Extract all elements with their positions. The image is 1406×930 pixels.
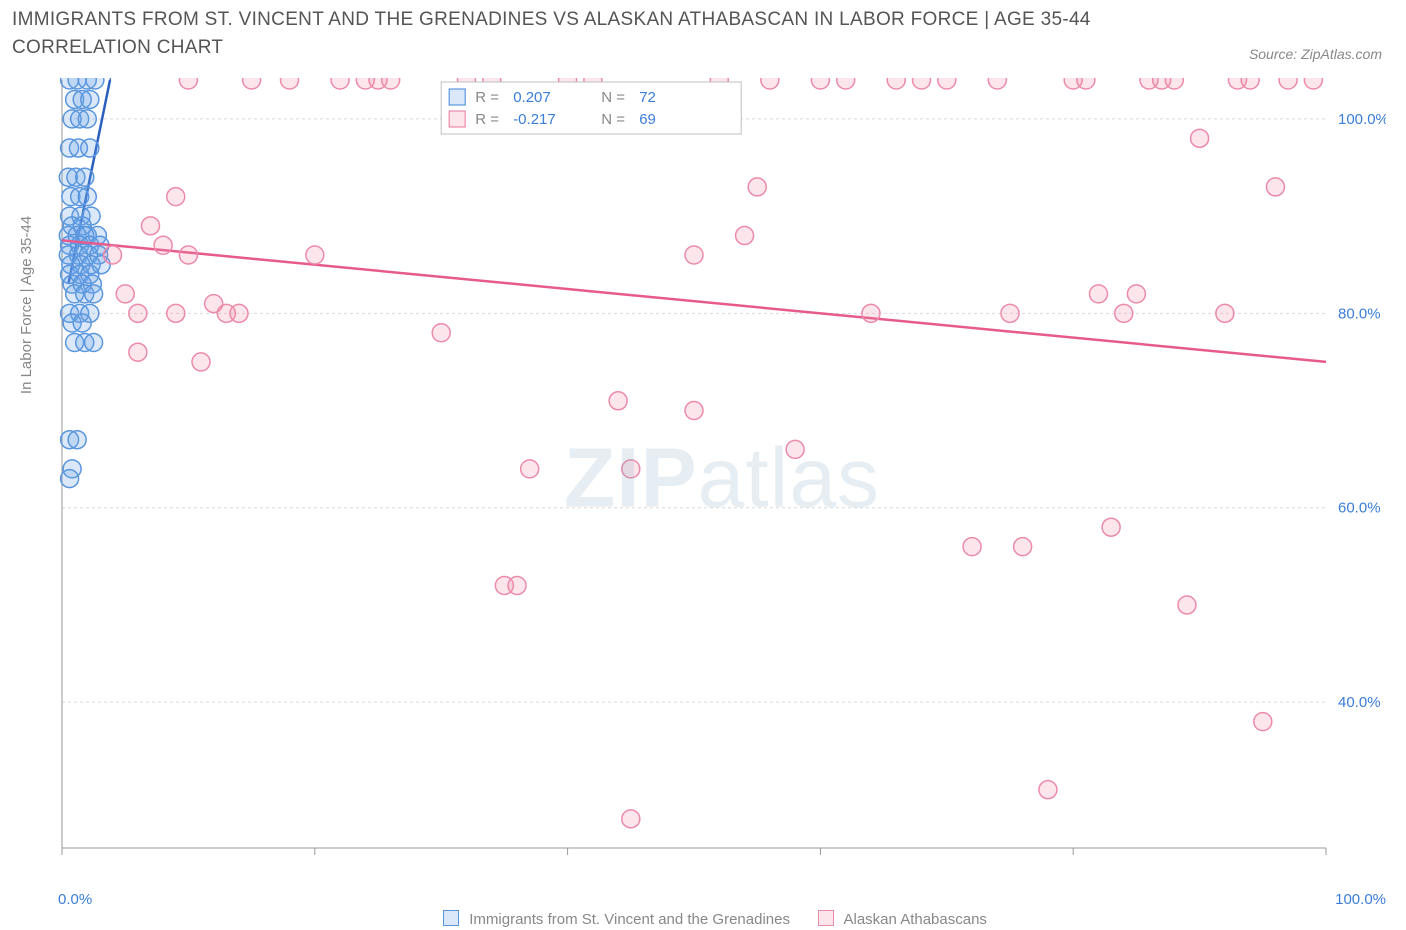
legend-label-series1: Immigrants from St. Vincent and the Gren…: [469, 911, 790, 928]
legend-swatch-series2: [818, 910, 834, 926]
bottom-legend: Immigrants from St. Vincent and the Gren…: [0, 910, 1406, 928]
x-axis-min-label: 0.0%: [58, 891, 92, 908]
svg-text:80.0%: 80.0%: [1338, 305, 1381, 322]
chart-plot-area: 40.0% 60.0% 80.0% 100.0% R = 0.207 N = 72 R = -0.…: [58, 78, 1386, 878]
legend-label-series2: Alaskan Athabascans: [843, 911, 986, 928]
svg-text:0.207: 0.207: [513, 89, 551, 106]
x-axis-max-label: 100.0%: [1335, 891, 1386, 908]
chart-svg: 40.0% 60.0% 80.0% 100.0% R = 0.207 N = 72 R = -0.…: [58, 78, 1386, 878]
svg-text:R =: R =: [475, 89, 499, 106]
svg-text:72: 72: [639, 89, 656, 106]
svg-text:N =: N =: [601, 89, 625, 106]
y-axis-label: In Labor Force | Age 35-44: [18, 0, 35, 770]
svg-text:60.0%: 60.0%: [1338, 500, 1381, 517]
source-label: Source: ZipAtlas.com: [1249, 46, 1382, 62]
svg-text:69: 69: [639, 111, 656, 128]
svg-text:100.0%: 100.0%: [1338, 111, 1386, 128]
svg-text:R =: R =: [475, 111, 499, 128]
chart-title: IMMIGRANTS FROM ST. VINCENT AND THE GREN…: [12, 6, 1212, 61]
svg-text:40.0%: 40.0%: [1338, 694, 1381, 711]
legend-swatch-series1: [443, 910, 459, 926]
svg-text:N =: N =: [601, 111, 625, 128]
svg-text:-0.217: -0.217: [513, 111, 556, 128]
